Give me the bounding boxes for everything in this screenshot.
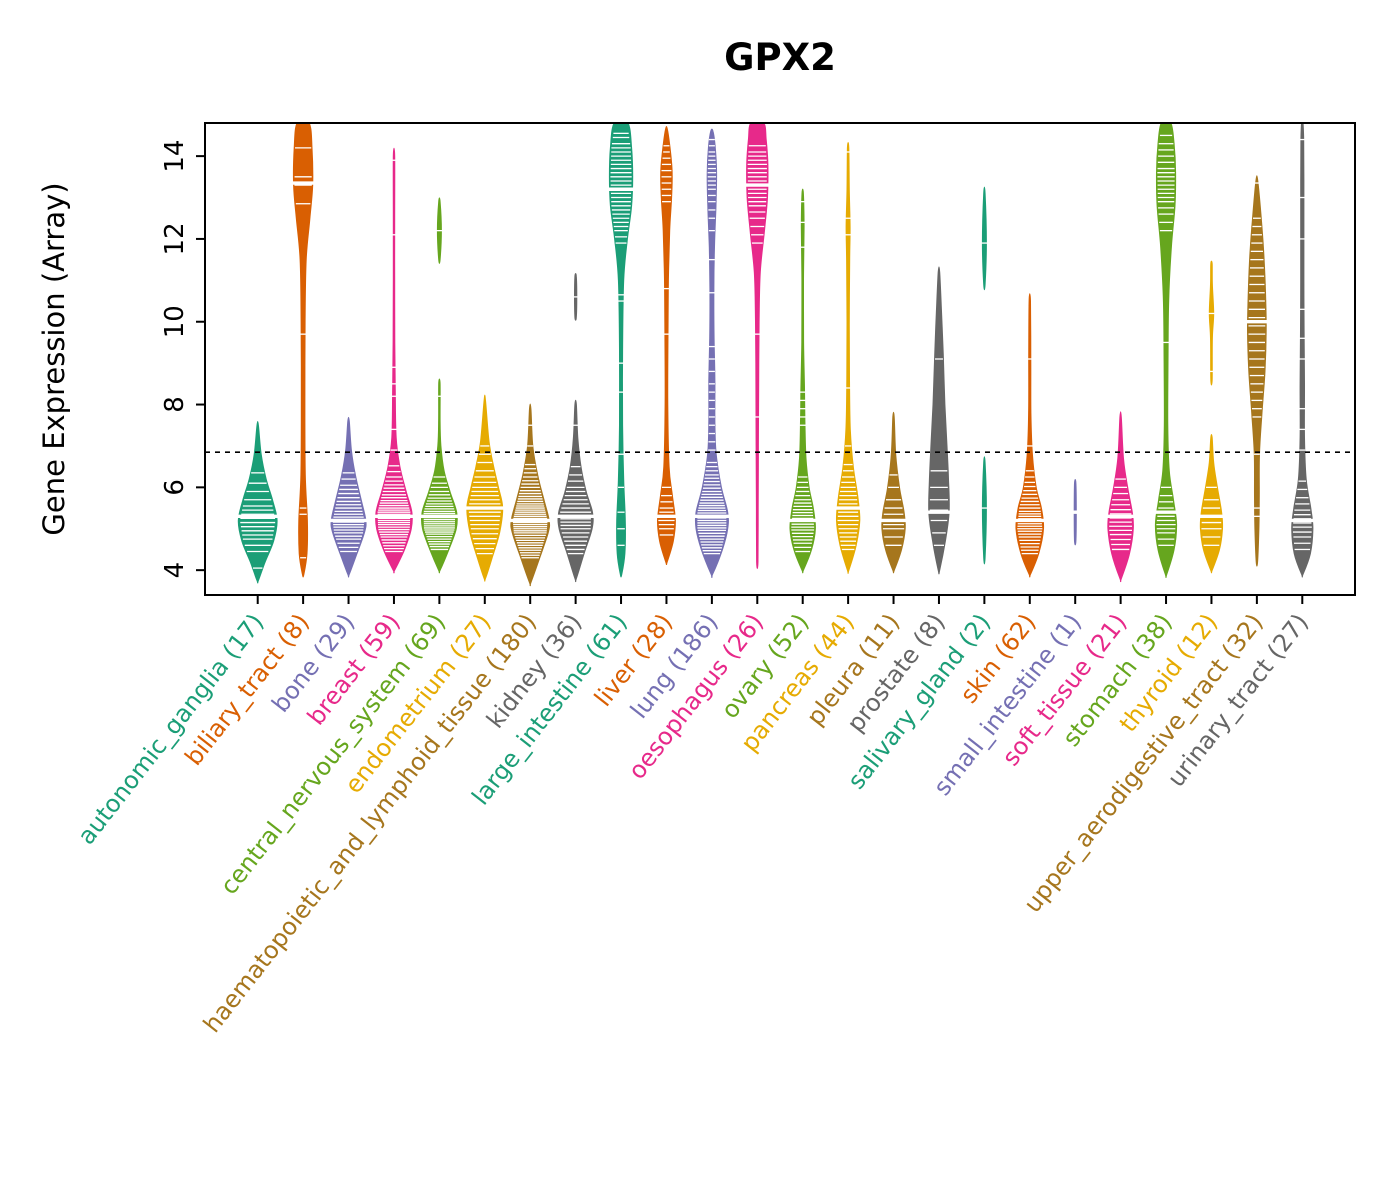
violin-bone: [327, 416, 370, 578]
plot-border: [204, 122, 1356, 596]
violin-autonomic_ganglia: [235, 420, 280, 584]
y-tick-label: 8: [160, 396, 190, 413]
y-tick-label: 10: [160, 305, 190, 338]
violin-shape: [292, 123, 314, 578]
violin-shape: [1199, 433, 1224, 574]
y-tick-label: 6: [160, 479, 190, 496]
violin-shape: [928, 266, 950, 575]
violin-shape: [746, 123, 769, 570]
violin-endometrium: [463, 394, 507, 582]
violin-shape: [237, 420, 278, 584]
violin-biliary_tract: [290, 123, 316, 578]
violin-kidney: [555, 272, 596, 583]
violin-shape: [1246, 175, 1267, 567]
violin-prostate: [926, 266, 952, 575]
violin-pancreas: [834, 142, 862, 574]
violin-large_intestine: [607, 123, 636, 578]
y-axis: 4 6 8 10 12 14: [160, 140, 205, 579]
violin-shape: [1154, 123, 1178, 578]
violin-shape: [1015, 293, 1045, 578]
violin-lung: [692, 128, 731, 578]
violin-small_intestine: [1068, 478, 1083, 546]
violin-shape: [881, 411, 906, 574]
violin-upper_aerodigestive_tract: [1245, 175, 1269, 567]
y-axis-label: Gene Expression (Array): [37, 182, 71, 535]
violin-urinary_tract: [1289, 123, 1315, 578]
y-tick-label: 14: [160, 140, 190, 173]
violin-breast: [372, 147, 416, 574]
violin-haematopoietic_and_lymphoid_tissue: [507, 403, 553, 587]
violin-shape: [981, 456, 987, 565]
violin-shape: [835, 142, 861, 574]
chart-title: GPX2: [724, 36, 836, 79]
violin-shape: [656, 126, 676, 566]
y-tick-label: 4: [160, 562, 190, 579]
violin-central_nervous_system: [418, 197, 460, 574]
violin-soft_tissue: [1105, 411, 1136, 583]
y-tick-label: 12: [160, 222, 190, 255]
violin-liver: [655, 126, 678, 566]
violins-group: [235, 123, 1315, 587]
violin-shape: [510, 403, 551, 587]
violin-salivary_gland: [981, 186, 988, 565]
violin-shape: [789, 188, 816, 574]
violin-stomach: [1154, 123, 1178, 578]
violin-ovary: [788, 188, 818, 574]
violin-shape: [1208, 260, 1215, 386]
violin-shape: [375, 147, 413, 574]
violin-shape: [1291, 123, 1314, 578]
violin-pleura: [879, 411, 908, 574]
violin-skin: [1013, 293, 1046, 578]
x-axis-labels: autonomic_ganglia (17)biliary_tract (8)b…: [72, 608, 1314, 1037]
violin-shape: [466, 394, 504, 582]
violin-shape: [1107, 411, 1134, 583]
x-axis: [256, 595, 1304, 604]
violin-shape: [694, 128, 729, 578]
violin-thyroid: [1198, 260, 1225, 574]
x-label-autonomic_ganglia: autonomic_ganglia (17): [72, 608, 269, 849]
violin-shape: [981, 186, 987, 291]
violin-oesophagus: [744, 123, 771, 570]
